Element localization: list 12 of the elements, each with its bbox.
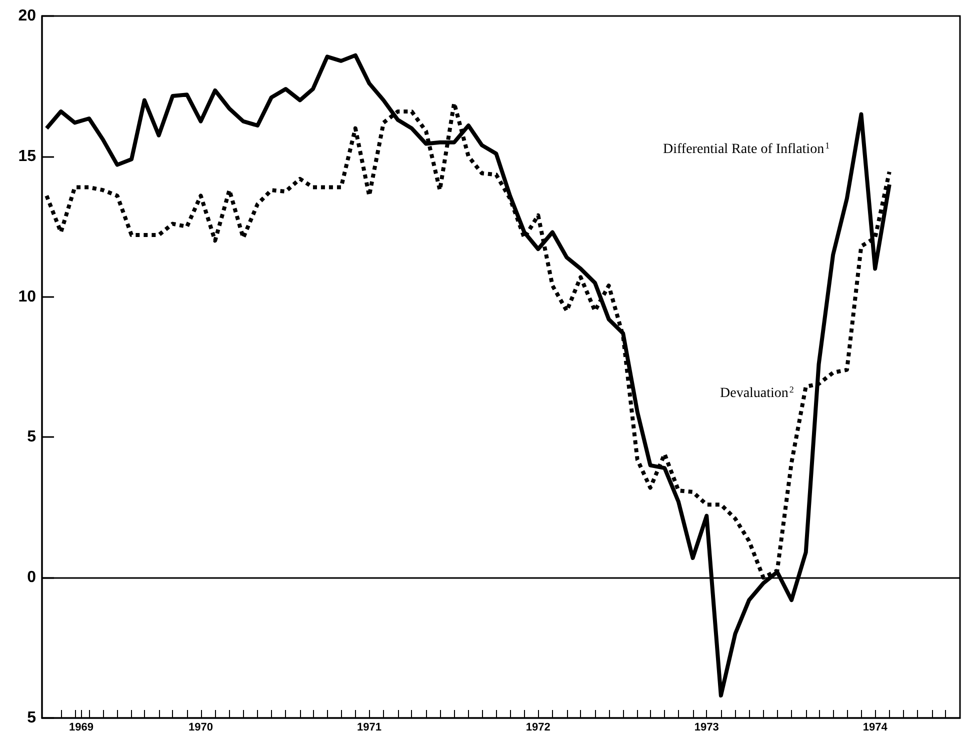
y-tick-label: 0 [27,569,36,586]
x-tick-label: 1972 [526,722,550,734]
y-tick-label: 5 [27,428,36,446]
x-tick-label: 1973 [694,722,719,734]
x-tick-label: 1969 [68,722,94,734]
y-tick-label: 5 [27,710,36,726]
x-tick-label: 1971 [356,722,382,734]
y-tick-label: 10 [18,288,36,306]
x-tick-label: 1970 [188,722,214,734]
y-tick-label: 15 [18,148,36,165]
x-tick-label: 1974 [862,722,888,734]
y-tick-label: 20 [18,8,36,24]
